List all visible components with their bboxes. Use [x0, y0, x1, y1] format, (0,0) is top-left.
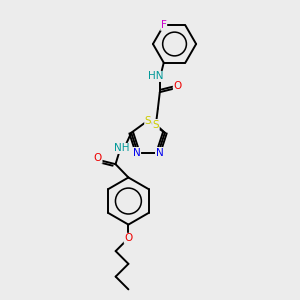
Text: O: O — [124, 233, 133, 243]
Text: O: O — [173, 81, 181, 91]
Text: S: S — [145, 116, 151, 126]
Text: NH: NH — [114, 143, 129, 154]
Text: F: F — [161, 20, 167, 30]
Text: N: N — [133, 148, 140, 158]
Text: HN: HN — [148, 71, 164, 81]
Text: O: O — [94, 153, 102, 163]
Text: N: N — [155, 148, 163, 158]
Text: S: S — [153, 119, 159, 130]
